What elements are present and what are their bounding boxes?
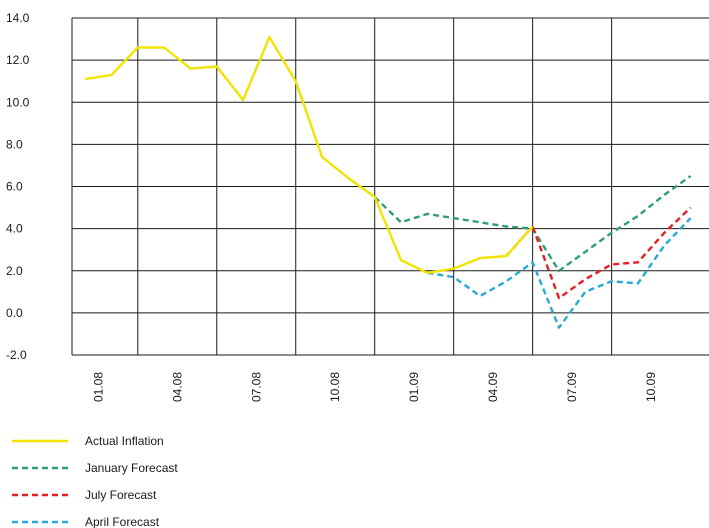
y-tick-label: -2.0 (6, 348, 27, 362)
y-axis: 14.0 12.0 10.0 8.0 6.0 4.0 2.0 0.0 -2.0 (6, 11, 30, 362)
y-tick-label: 12.0 (6, 53, 30, 67)
y-tick-label: 2.0 (6, 264, 23, 278)
x-tick-label: 07.09 (565, 372, 579, 402)
y-tick-label: 10.0 (6, 95, 30, 109)
series-line-july-forecast (505, 206, 692, 300)
x-tick-label: 04.08 (170, 372, 184, 402)
gridlines (71, 17, 709, 356)
y-tick-label: 0.0 (6, 306, 23, 320)
y-tick-label: 4.0 (6, 222, 23, 236)
legend-label: July Forecast (85, 488, 157, 502)
x-tick-label: 01.08 (91, 372, 105, 402)
y-tick-label: 6.0 (6, 180, 23, 194)
legend-label: January Forecast (85, 461, 178, 475)
x-tick-label: 07.08 (249, 372, 263, 402)
x-tick-label: 01.09 (407, 372, 421, 402)
x-tick-label: 04.09 (486, 372, 500, 402)
legend-label: April Forecast (85, 515, 160, 528)
x-tick-label: 10.08 (328, 372, 342, 402)
x-axis: 01.08 04.08 07.08 10.08 01.09 04.09 07.09 10.09 (91, 372, 658, 402)
series-lines (85, 35, 692, 329)
series-line-april-forecast (427, 217, 692, 329)
x-tick-label: 10.09 (644, 372, 658, 402)
y-tick-label: 8.0 (6, 137, 23, 151)
y-tick-label: 14.0 (6, 11, 30, 25)
legend: Actual Inflation January Forecast July For… (12, 434, 178, 528)
series-line-actual-inflation (85, 35, 534, 275)
legend-label: Actual Inflation (85, 434, 164, 448)
